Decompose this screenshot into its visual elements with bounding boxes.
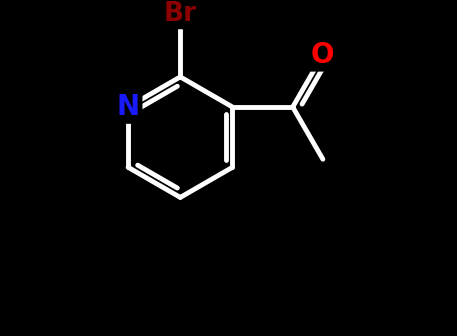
Text: N: N <box>117 93 140 121</box>
Text: Br: Br <box>164 1 197 27</box>
Text: O: O <box>311 41 335 69</box>
